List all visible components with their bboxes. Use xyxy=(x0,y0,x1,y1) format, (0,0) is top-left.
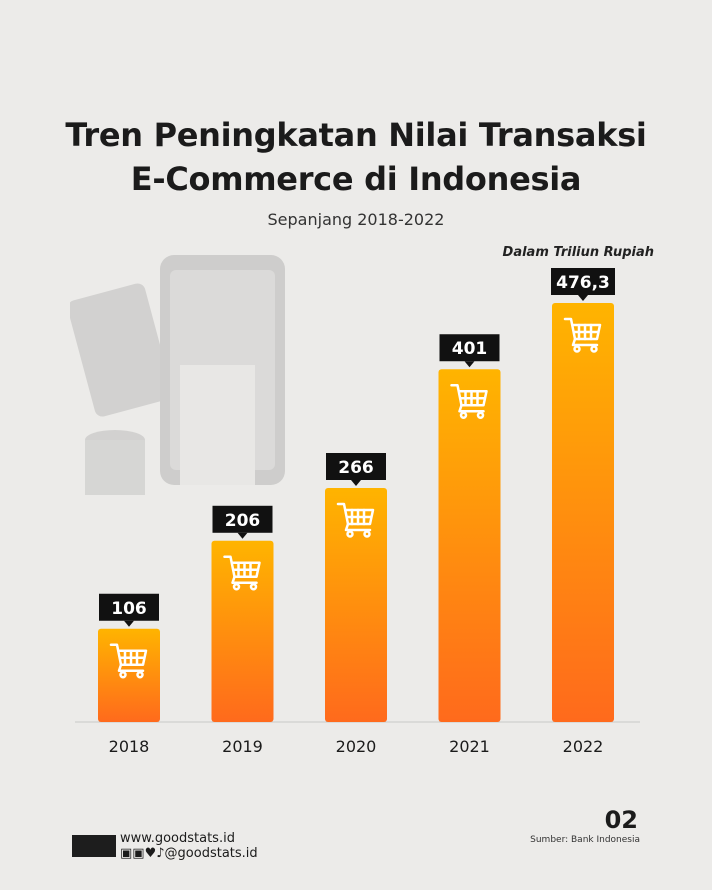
value-label-pointer xyxy=(578,295,588,301)
bar-2018 xyxy=(98,628,160,722)
social-icons: ▣▣♥♪ xyxy=(120,846,165,861)
x-tick-label: 2018 xyxy=(109,737,150,756)
value-label-pointer xyxy=(464,361,475,368)
value-label-pointer xyxy=(237,532,248,539)
value-label-box xyxy=(212,505,273,533)
value-label-box xyxy=(99,593,159,621)
shopping-cart-icon xyxy=(563,317,602,353)
shopping-cart-icon xyxy=(223,555,261,591)
chart-title-line-1: Tren Peningkatan Nilai Transaksi xyxy=(65,116,647,154)
x-tick-label: 2019 xyxy=(222,737,263,756)
social-handle[interactable]: ▣▣♥♪@goodstats.id xyxy=(120,846,258,861)
shopping-cart-icon xyxy=(336,502,375,538)
website-link[interactable]: www.goodstats.id xyxy=(120,831,235,846)
value-label-box xyxy=(551,268,615,295)
bar-2021 xyxy=(438,369,501,722)
value-label-pointer xyxy=(124,620,134,627)
x-tick-label: 2022 xyxy=(563,737,604,756)
shopping-cart-icon xyxy=(109,643,148,679)
value-label-box xyxy=(326,453,386,481)
page-number: 02 xyxy=(604,806,638,834)
phone-payment-illustration xyxy=(70,255,285,495)
value-label: 401 xyxy=(452,339,488,359)
value-label-box xyxy=(439,334,500,362)
x-tick-label: 2020 xyxy=(336,737,377,756)
source-note: Sumber: Bank Indonesia xyxy=(530,835,640,845)
bar-2022 xyxy=(552,303,614,722)
bar-2020 xyxy=(325,488,387,722)
shopping-cart-icon xyxy=(450,383,488,419)
social-handle-text: @goodstats.id xyxy=(164,846,258,861)
x-tick-label: 2021 xyxy=(449,737,490,756)
unit-note: Dalam Triliun Rupiah xyxy=(502,245,654,260)
chart-title-line-2: E-Commerce di Indonesia xyxy=(130,160,582,198)
value-label: 106 xyxy=(111,599,147,619)
value-label: 266 xyxy=(338,458,374,478)
value-label-pointer xyxy=(351,480,361,487)
bar-2019 xyxy=(211,540,274,722)
value-label: 476,3 xyxy=(556,273,610,293)
chart-subtitle: Sepanjang 2018-2022 xyxy=(267,210,445,229)
goodstats-logo xyxy=(72,835,116,857)
value-label: 206 xyxy=(225,511,261,531)
